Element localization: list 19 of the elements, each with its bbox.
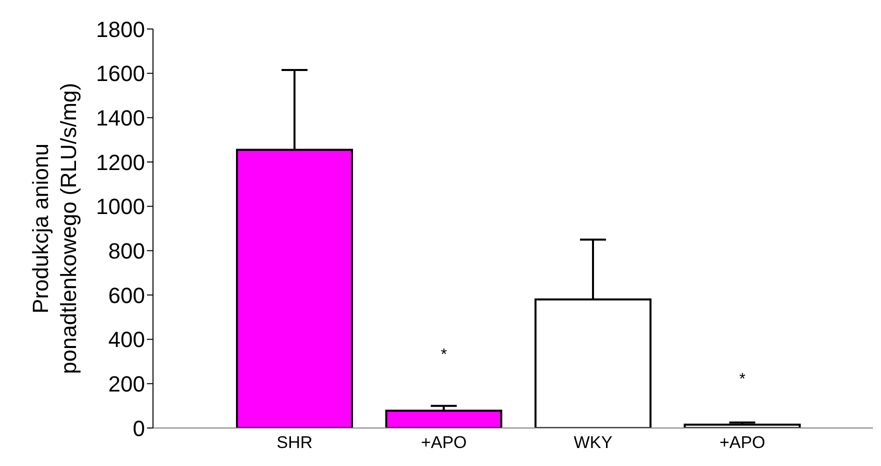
x-tick-label: +APO (719, 433, 766, 452)
annotation: * (440, 346, 447, 364)
y-axis-title: Produkcja anionu ponadtlenkowego (RLU/s/mg) (28, 82, 81, 374)
y-tick-label: 0 (132, 416, 145, 441)
bar (684, 424, 801, 428)
y-tick-label: 1000 (96, 194, 145, 220)
annotation: * (739, 371, 746, 388)
y-tick-label: 600 (108, 282, 145, 308)
y-tick-label: 1800 (96, 16, 145, 42)
y-tick-label: 400 (108, 327, 145, 352)
x-tick-label: SHR (276, 433, 313, 452)
y-tick-label: 200 (108, 371, 145, 396)
y-tick-label: 800 (108, 238, 145, 264)
y-tick-label: 1200 (96, 150, 145, 175)
x-tick-label: WKY (574, 433, 612, 452)
y-tick-label: 1600 (96, 61, 145, 86)
bar (385, 410, 502, 428)
x-tick-label: +APO (420, 433, 467, 452)
y-tick-label: 1400 (96, 105, 145, 130)
